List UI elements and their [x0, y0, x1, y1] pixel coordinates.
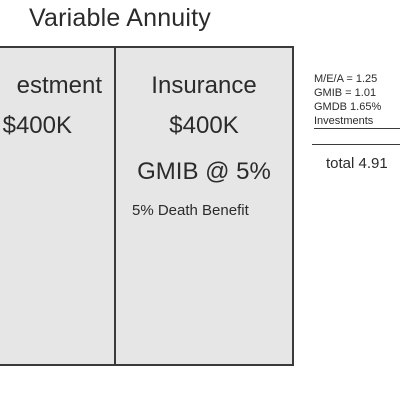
- investment-column: estment $400K: [0, 48, 114, 364]
- fee-line: GMIB = 1.01: [314, 87, 377, 99]
- insurance-column: Insurance $400K GMIB @ 5% 5% Death Benef…: [116, 48, 292, 364]
- insurance-label: Insurance: [151, 72, 257, 99]
- insurance-amount: $400K: [169, 112, 239, 139]
- fee-total: total 4.91: [326, 155, 388, 172]
- fee-line: GMDB 1.65%: [314, 101, 382, 113]
- fee-list: M/E/A = 1.25 GMIB = 1.01 GMDB 1.65% Inve…: [314, 72, 400, 129]
- column-divider: [114, 48, 116, 364]
- investment-amount: $400K: [2, 112, 72, 139]
- death-benefit: 5% Death Benefit: [132, 202, 249, 219]
- fee-line: M/E/A = 1.25: [314, 73, 378, 85]
- annuity-diagram: estment $400K Insurance $400K GMIB @ 5% …: [0, 46, 294, 366]
- total-divider: [312, 144, 400, 145]
- investment-label: estment: [16, 72, 102, 99]
- gmib-rider: GMIB @ 5%: [137, 158, 271, 185]
- diagram-title: Variable Annuity: [28, 4, 212, 32]
- fee-line: Investments: [314, 114, 400, 129]
